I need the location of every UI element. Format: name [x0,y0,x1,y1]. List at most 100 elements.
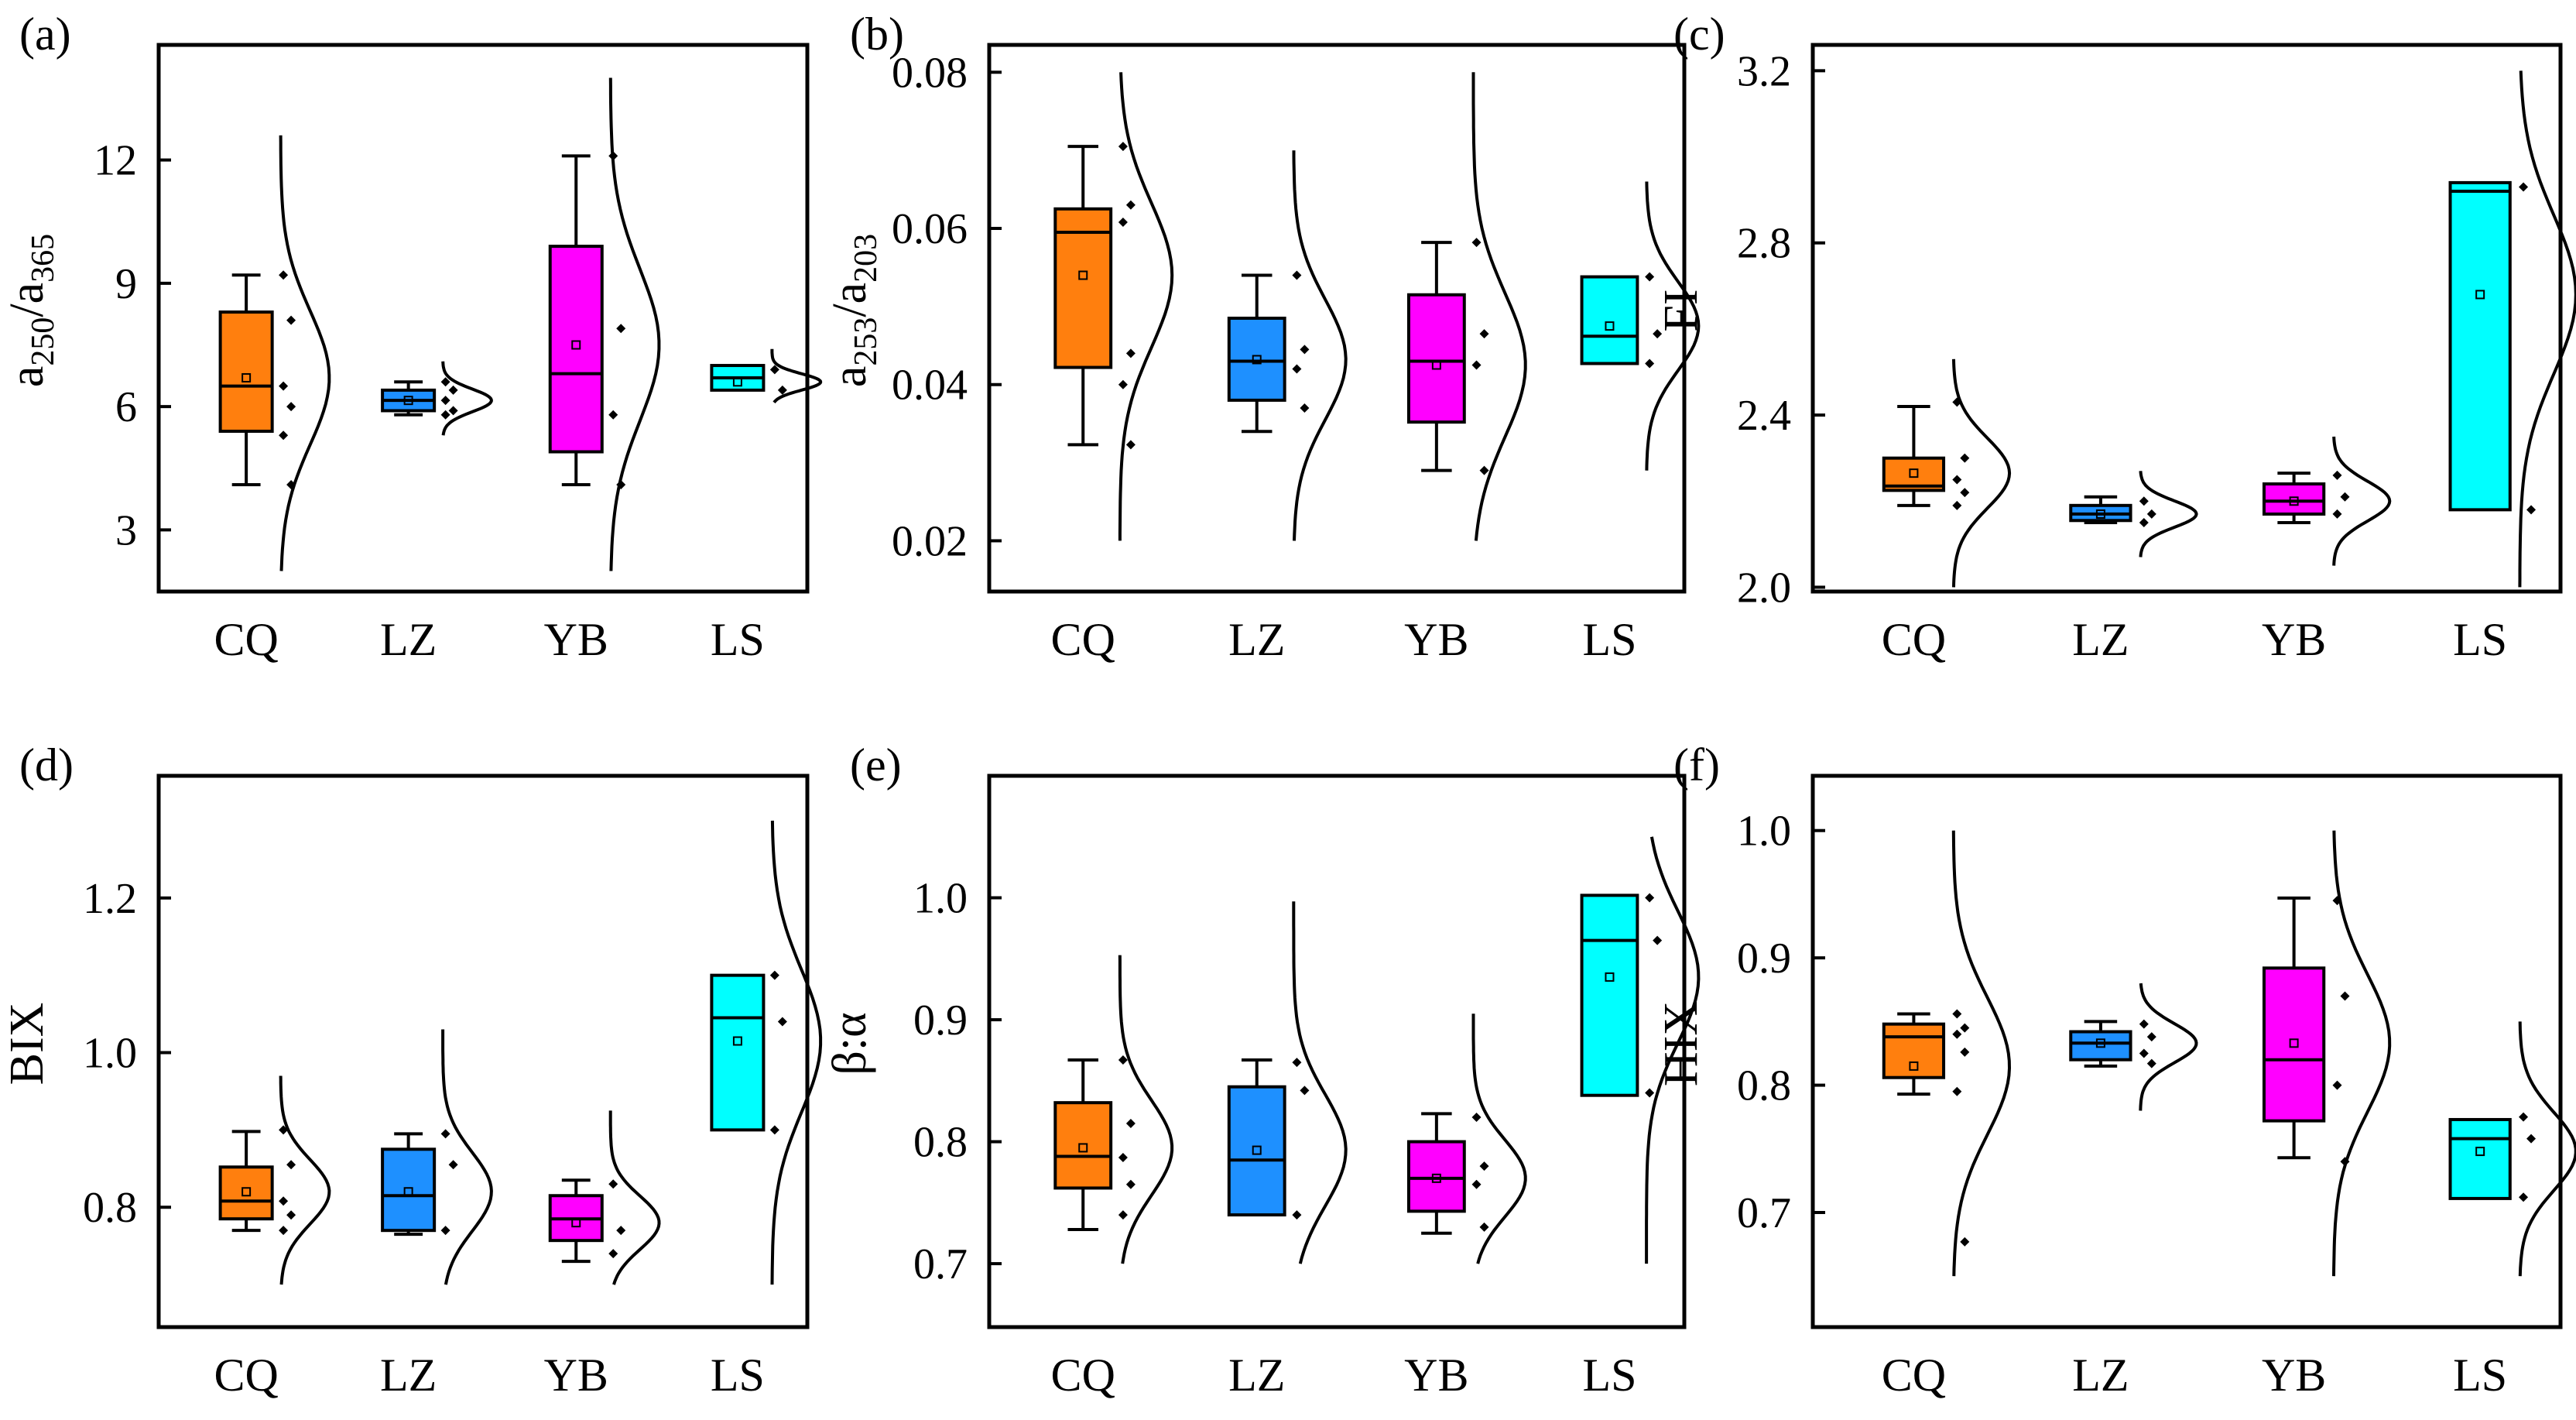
data-point [1125,440,1136,450]
mean-marker [1605,972,1615,982]
panel-f: (f) 0.7 0.8 0.9 1.0 HIX CQ LZ YB LS [1655,739,2576,1401]
data-point [1118,142,1128,152]
box-LZ: LZ [2069,983,2198,1401]
box-CQ: CQ [1051,955,1174,1401]
data-point [769,365,779,375]
mean-marker [571,340,581,350]
plot-frame [1810,43,2563,594]
box-CQ: CQ [1882,830,2012,1401]
y-axis-label: BIX [1,1003,53,1086]
box-LS: LS [2448,70,2576,665]
mean-marker [571,1218,581,1228]
data-point [1292,1210,1302,1220]
data-point [1960,1047,1970,1057]
y-tick-label: 9 [115,260,137,308]
box-YB: YB [2262,830,2392,1401]
plot-frame [987,43,1687,594]
iqr-box [218,310,274,433]
data-point [1125,348,1136,358]
box-YB: YB [1404,72,1527,665]
data-point [1479,1161,1489,1171]
data-point [286,315,296,325]
data-point [2146,1058,2156,1068]
data-point [1645,1088,1655,1098]
panel-a: (a) 3 6 9 12 a250/a365 CQ LZ YB LS [1,9,823,665]
data-point [1653,935,1663,945]
box-LS: LS [710,820,823,1401]
data-point [2139,496,2149,506]
y-tick-label: 2.0 [1737,564,1791,612]
y-axis-label: β:α [824,1012,876,1075]
data-point [279,270,289,280]
data-point [1125,200,1136,210]
y-tick-label: 12 [94,137,137,185]
x-tick-label: LS [1582,614,1636,665]
y-tick-label: 0.08 [892,49,968,97]
mean-marker [403,1187,413,1197]
data-point [616,324,626,334]
data-point [616,1226,626,1236]
x-tick-label: LS [1582,1350,1636,1401]
data-point [2139,1019,2149,1029]
density-curve [2139,983,2198,1111]
x-tick-label: YB [2262,1350,2326,1401]
y-tick-label: 1.0 [913,875,968,923]
density-curve [1951,830,2012,1277]
mean-marker [1078,270,1088,280]
plot-frame [1810,773,2563,1329]
box-CQ: CQ [214,135,331,665]
iqr-box [1580,275,1639,365]
iqr-box [2448,1117,2512,1200]
x-tick-label: YB [544,614,608,665]
y-tick-label: 0.02 [892,517,968,565]
x-tick-label: CQ [214,1350,278,1401]
data-point [1960,488,1970,498]
x-tick-label: YB [1404,614,1468,665]
data-point [1645,358,1655,369]
y-axis-label: FI [1655,289,1708,331]
iqr-box [1882,1022,1946,1079]
density-curve [770,348,823,403]
y-axis-label: a253/a203 [824,234,884,387]
mean-marker [1909,468,1919,478]
data-point [2519,1192,2529,1202]
x-tick-label: CQ [1051,1350,1115,1401]
iqr-box [1406,293,1466,424]
iqr-box [1227,1085,1286,1217]
x-tick-label: CQ [214,614,278,665]
data-point [2146,1032,2156,1042]
mean-marker [1252,1145,1262,1155]
data-point [279,381,289,391]
y-tick-label: 0.8 [1737,1062,1791,1110]
data-point [1960,1236,1970,1247]
data-point [1960,1023,1970,1033]
plot-frame [987,773,1687,1329]
data-point [1471,1179,1482,1189]
density-curve [441,1029,493,1285]
box-LS: LS [2448,1021,2576,1401]
data-point [1118,1210,1128,1220]
data-point [1300,345,1310,355]
x-tick-label: LS [711,1350,765,1401]
data-point [1645,272,1655,282]
y-tick-label: 0.06 [892,205,968,253]
iqr-box [1580,894,1639,1097]
box-CQ: CQ [1051,72,1174,665]
density-curve [2518,70,2576,588]
data-point [448,1160,458,1170]
mean-marker [1252,355,1262,365]
mean-marker [2289,496,2299,506]
data-point [2340,492,2350,502]
data-point [1471,360,1482,370]
y-axis-label: a250/a365 [1,234,61,387]
x-tick-label: LS [2453,614,2507,665]
iqr-box [1053,1101,1113,1190]
data-point [279,1226,289,1236]
density-curve [1292,150,1348,541]
mean-marker [242,372,252,382]
iqr-box [381,1147,437,1233]
density-curve [770,820,823,1285]
y-tick-label: 0.04 [892,362,968,410]
mean-marker [732,1036,742,1046]
data-point [1118,1055,1128,1065]
